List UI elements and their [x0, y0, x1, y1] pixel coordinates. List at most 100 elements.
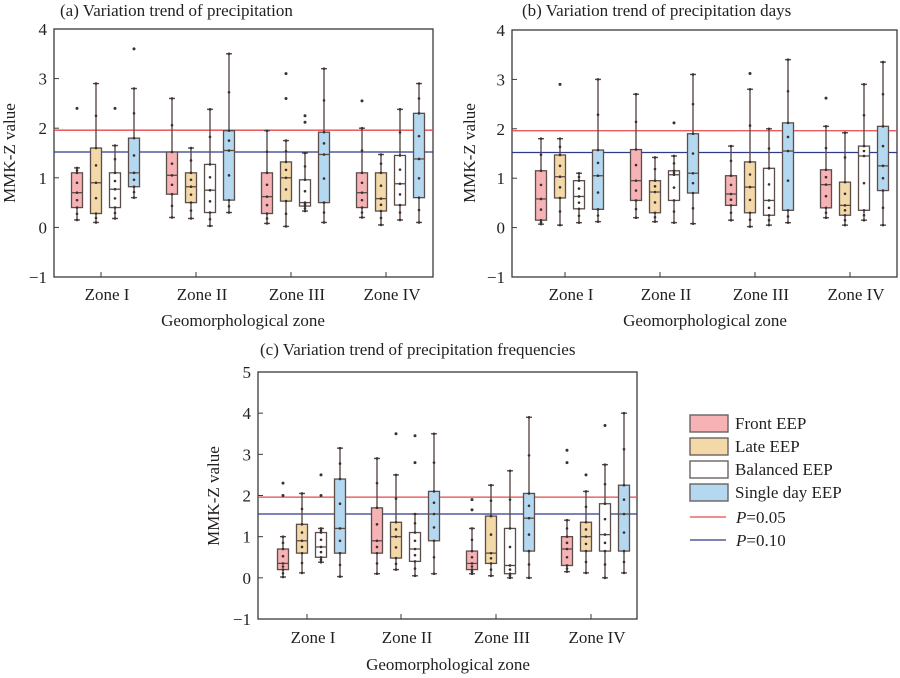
- data-point: [227, 205, 231, 208]
- data-point: [281, 575, 285, 579]
- legend-swatch-single-day-eep: [689, 483, 729, 502]
- data-point: [881, 176, 885, 180]
- data-point: [300, 539, 304, 543]
- box-front-eep: [629, 92, 643, 220]
- data-point: [691, 102, 695, 106]
- box-late-eep: [279, 72, 293, 228]
- data-point: [94, 221, 98, 224]
- data-point: [338, 462, 342, 465]
- outlier-point: [303, 120, 307, 124]
- data-point: [843, 192, 847, 196]
- box-front-eep: [276, 481, 290, 579]
- data-point: [622, 447, 626, 451]
- data-point: [303, 189, 307, 193]
- data-point: [394, 473, 398, 477]
- data-point: [843, 213, 847, 217]
- data-point: [413, 531, 417, 534]
- box-balanced-eep: [408, 434, 422, 578]
- data-point: [227, 211, 231, 214]
- data-point: [786, 58, 790, 61]
- data-point: [653, 167, 657, 171]
- data-point: [94, 146, 98, 150]
- box-balanced-eep: [572, 171, 586, 224]
- y-tick-label: 0: [497, 219, 506, 238]
- data-point: [265, 217, 269, 220]
- box-body: [389, 521, 403, 559]
- data-point: [748, 87, 752, 91]
- data-point: [300, 507, 304, 511]
- data-point: [394, 535, 398, 538]
- data-point: [672, 221, 676, 224]
- data-point: [824, 211, 828, 215]
- box-single-day-eep: [781, 58, 795, 224]
- chart-b-title: (b) Variation trend of precipitation day…: [522, 1, 791, 20]
- box-single-day-eep: [522, 415, 536, 580]
- data-point: [432, 432, 436, 436]
- box-late-eep: [389, 432, 403, 571]
- data-point: [634, 92, 638, 96]
- data-point: [398, 131, 402, 134]
- data-point: [824, 183, 828, 186]
- x-tick-label: Zone II: [177, 285, 228, 304]
- y-tick-label: 2: [497, 120, 506, 139]
- data-point: [489, 483, 493, 487]
- data-point: [322, 211, 326, 214]
- data-point: [75, 212, 79, 216]
- data-point: [94, 82, 98, 85]
- chart-a-plot: −1 0 1 2 3 4 Zone I Zone II Zone III Zone IV: [29, 20, 434, 304]
- data-point: [338, 539, 342, 543]
- box-body: [534, 170, 548, 221]
- y-tick-label: 2: [243, 487, 252, 506]
- data-point: [558, 164, 562, 168]
- data-point: [113, 197, 117, 200]
- chart-c: (c) Variation trend of precipitation fre…: [204, 340, 638, 674]
- data-point: [379, 223, 383, 227]
- data-point: [653, 201, 657, 204]
- chart-b-xlabel: Geomorphological zone: [623, 311, 787, 330]
- data-point: [767, 167, 771, 170]
- box-late-eep: [553, 82, 567, 227]
- data-point: [862, 218, 866, 222]
- data-point: [75, 206, 79, 209]
- data-point: [603, 533, 607, 536]
- data-point: [527, 533, 531, 536]
- y-tick-label: 4: [243, 404, 252, 423]
- data-point: [75, 218, 79, 222]
- data-point: [227, 129, 231, 132]
- data-point: [596, 113, 600, 117]
- data-point: [281, 572, 285, 575]
- data-point: [508, 572, 512, 576]
- data-point: [284, 188, 288, 191]
- data-point: [508, 568, 512, 571]
- data-point: [489, 574, 493, 578]
- data-point: [189, 193, 193, 196]
- box-body: [412, 112, 426, 199]
- data-point: [132, 112, 136, 115]
- data-point: [539, 137, 543, 140]
- data-point: [786, 215, 790, 218]
- data-point: [843, 131, 847, 135]
- data-point: [394, 497, 398, 500]
- data-point: [432, 572, 436, 576]
- data-point: [303, 201, 307, 204]
- data-point: [622, 483, 626, 487]
- data-point: [691, 152, 695, 155]
- data-point: [824, 206, 828, 210]
- box-late-eep: [484, 483, 498, 578]
- data-point: [75, 191, 79, 194]
- data-point: [75, 171, 79, 175]
- legend-swatch-balanced-eep: [689, 460, 729, 479]
- data-point: [319, 545, 323, 549]
- data-point: [672, 171, 676, 175]
- data-point: [360, 171, 364, 175]
- data-point: [398, 182, 402, 186]
- data-point: [413, 567, 417, 570]
- data-point: [360, 211, 364, 214]
- plot-frame: [257, 371, 638, 620]
- chart-c-ylabel: MMK-Z value: [204, 446, 223, 546]
- data-point: [94, 181, 98, 185]
- data-point: [558, 223, 562, 227]
- data-point: [208, 176, 212, 179]
- data-point: [413, 560, 417, 563]
- data-point: [539, 220, 543, 224]
